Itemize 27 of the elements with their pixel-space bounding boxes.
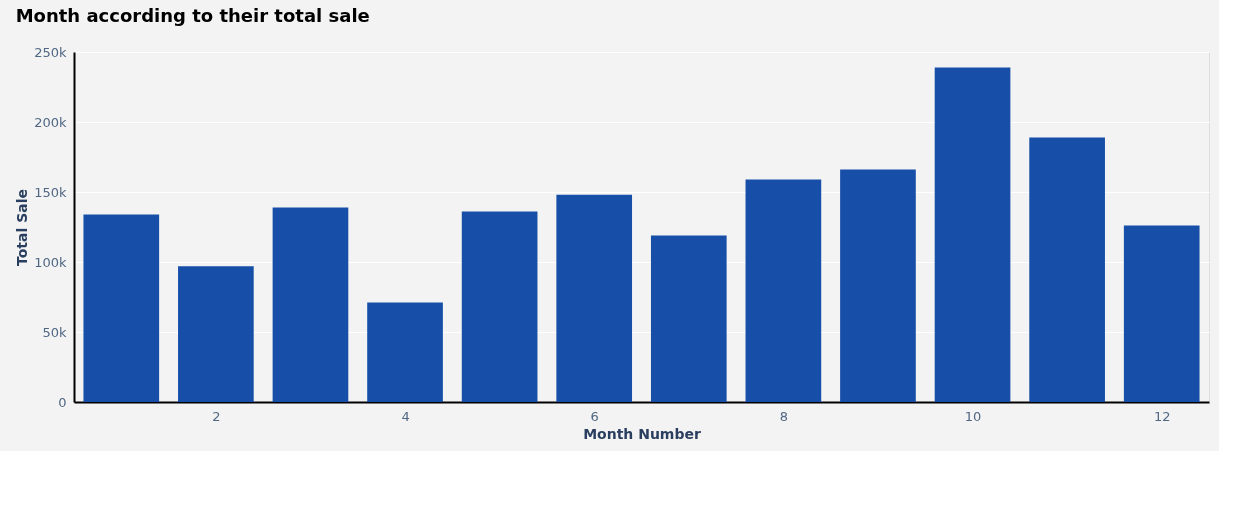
y-tick-label: 200k (34, 114, 67, 130)
y-tick-label: 0 (58, 394, 67, 410)
bar (840, 169, 916, 402)
bar (367, 302, 443, 402)
y-axis-title: Total Sale (14, 189, 31, 266)
x-tick-label: 12 (1153, 408, 1171, 424)
bar (556, 194, 633, 402)
x-tick-label: 10 (964, 408, 982, 424)
bar (1123, 225, 1200, 402)
x-tick-label: 8 (779, 408, 789, 424)
x-tick-label: 6 (590, 408, 599, 424)
y-tick-label: 100k (34, 254, 67, 270)
y-tick-label: 250k (34, 44, 67, 60)
bar (83, 214, 160, 402)
bar (1029, 137, 1105, 402)
bar (272, 207, 349, 402)
bar (650, 235, 727, 402)
y-tick-label: 50k (42, 324, 67, 340)
y-tick-label: 150k (34, 184, 67, 200)
x-tick-label: 2 (212, 408, 221, 424)
bar (461, 211, 538, 402)
chart-title: Month according to their total sale (15, 5, 370, 26)
bar (178, 266, 254, 402)
x-tick-label: 4 (401, 408, 410, 424)
bar (745, 179, 822, 402)
bar (934, 67, 1011, 402)
x-axis-title: Month Number (583, 425, 701, 442)
